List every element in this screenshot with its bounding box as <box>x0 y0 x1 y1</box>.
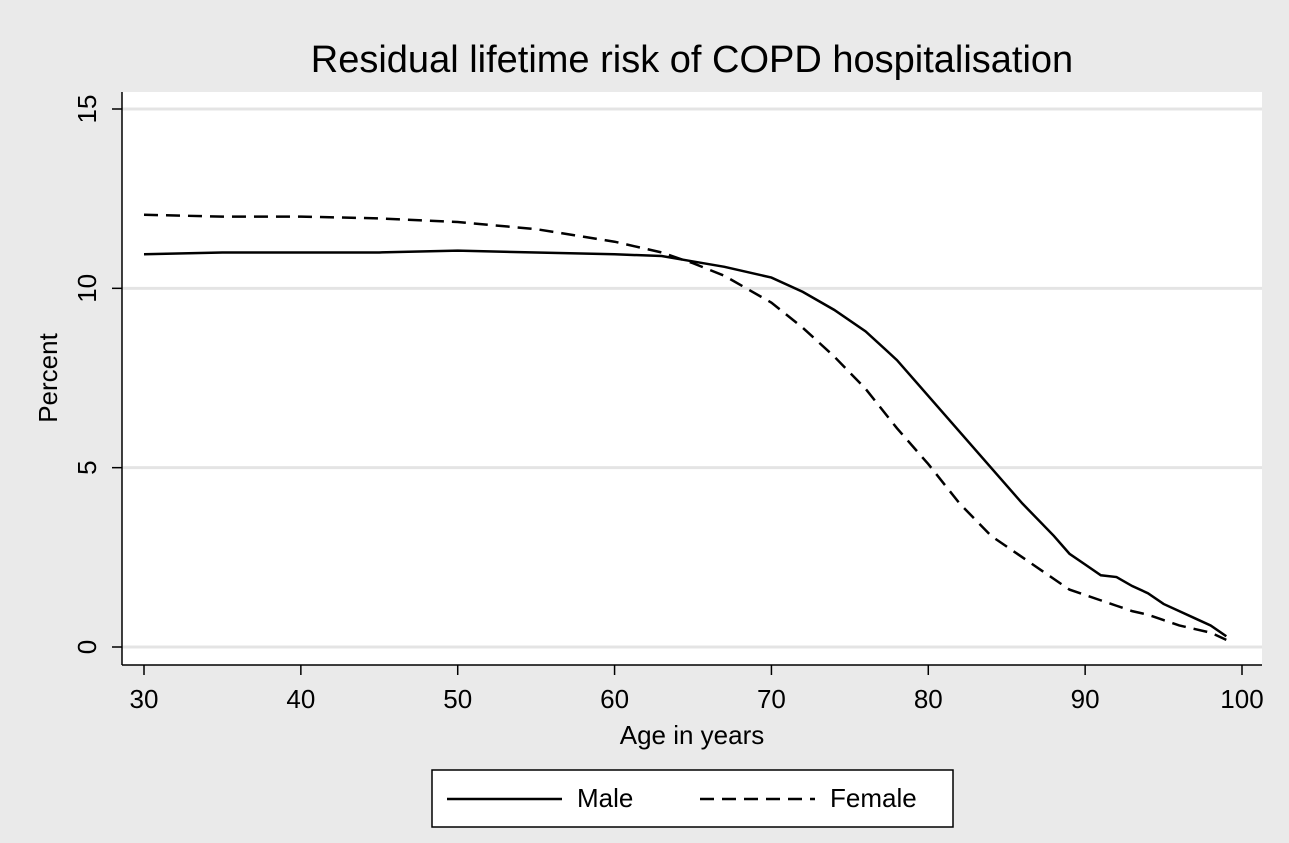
x-axis-label: Age in years <box>620 720 765 750</box>
x-tick-label: 50 <box>443 684 472 714</box>
x-tick-label: 90 <box>1071 684 1100 714</box>
line-series <box>143 249 1228 638</box>
y-tick-label: 0 <box>72 640 102 654</box>
x-tick-label: 70 <box>757 684 786 714</box>
line-series <box>143 213 1227 641</box>
plot-area <box>122 92 1262 665</box>
legend-label: Male <box>577 783 633 813</box>
chart-title: Residual lifetime risk of COPD hospitali… <box>311 39 1073 81</box>
legend-label: Female <box>830 783 917 813</box>
x-tick-label: 60 <box>600 684 629 714</box>
x-tick-label: 100 <box>1220 684 1263 714</box>
y-tick-label: 5 <box>72 460 102 474</box>
x-tick-label: 40 <box>286 684 315 714</box>
y-tick-label: 15 <box>72 95 102 124</box>
x-tick-label: 30 <box>130 684 159 714</box>
x-tick-label: 80 <box>914 684 943 714</box>
y-axis-label: Percent <box>33 332 63 422</box>
y-tick-label: 10 <box>72 274 102 303</box>
